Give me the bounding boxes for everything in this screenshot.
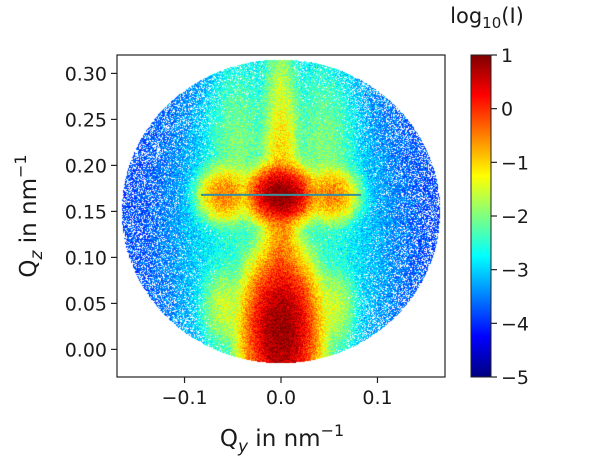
- heatmap-area: [117, 55, 445, 377]
- colorbar-title: log10(I): [450, 4, 524, 32]
- colorbar-tick-label: −1: [501, 152, 529, 174]
- colorbar-tick-label: −3: [501, 260, 529, 282]
- colorbar-tick-label: 1: [501, 45, 513, 67]
- x-axis-ticks: −0.1 0.0 0.1: [161, 377, 393, 409]
- colorbar-tick-label: −2: [501, 206, 529, 228]
- x-tick-label: 0.0: [266, 387, 296, 409]
- y-tick-label: 0.10: [65, 247, 107, 269]
- y-axis-ticks: 0.00 0.05 0.10 0.15 0.20 0.25 0.30: [65, 63, 117, 361]
- colorbar-tick-label: −5: [501, 367, 529, 389]
- colorbar-gradient: [470, 54, 492, 378]
- y-tick-label: 0.15: [65, 201, 107, 223]
- colorbar-tick-label: 0: [501, 99, 513, 121]
- colorbar-tick-label: −4: [501, 313, 529, 335]
- x-axis-label: Qy in nm−1: [220, 421, 344, 457]
- colorbar-ticks: 1 0 −1 −2 −3 −4 −5: [491, 45, 529, 389]
- y-tick-label: 0.00: [65, 339, 107, 361]
- y-tick-label: 0.25: [65, 109, 107, 131]
- colorbar: 1 0 −1 −2 −3 −4 −5 log10(I): [450, 4, 529, 389]
- y-axis-label: Qz in nm−1: [11, 154, 47, 277]
- y-tick-label: 0.20: [65, 155, 107, 177]
- y-tick-label: 0.30: [65, 63, 107, 85]
- y-tick-label: 0.05: [65, 293, 107, 315]
- x-tick-label: −0.1: [161, 387, 207, 409]
- scattering-intensity-map: [117, 55, 445, 377]
- x-tick-label: 0.1: [362, 387, 392, 409]
